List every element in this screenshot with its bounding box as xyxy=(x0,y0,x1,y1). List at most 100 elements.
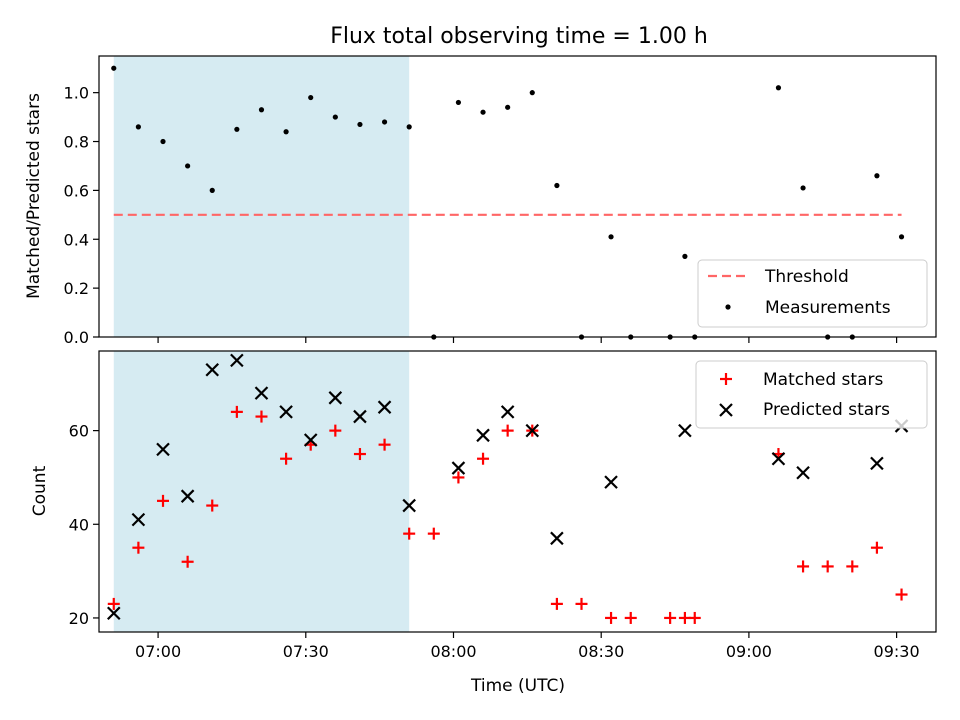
measurement-point xyxy=(234,126,240,132)
matched-stars-point xyxy=(181,555,194,568)
predicted-stars-point xyxy=(377,400,392,414)
predicted-stars-point xyxy=(279,405,293,419)
matched-stars-point xyxy=(427,527,440,540)
matched-stars-point xyxy=(452,471,465,484)
y-tick-label: 20 xyxy=(69,609,89,628)
legend-threshold-label: Threshold xyxy=(764,267,849,287)
y-tick-label: 0.2 xyxy=(64,279,89,298)
top-axes-frame xyxy=(98,55,937,338)
x-tick-label: 09:00 xyxy=(726,642,772,661)
predicted-stars-point xyxy=(796,465,810,480)
y-tick-label: 60 xyxy=(69,422,89,441)
x-tick-label: 08:30 xyxy=(578,642,624,661)
measurement-point xyxy=(775,85,782,91)
measurement-point xyxy=(455,99,462,106)
predicted-stars-point xyxy=(254,386,269,400)
matched-stars-point xyxy=(403,527,416,540)
top-axis-ticks: 0.0 0.2 0.4 0.6 0.8 1.0 xyxy=(64,84,898,347)
legend-measurements-swatch xyxy=(725,304,731,310)
matched-stars-point xyxy=(280,452,293,465)
matched-stars-point xyxy=(688,611,701,624)
predicted-stars-point xyxy=(402,498,416,513)
y-tick-label: 40 xyxy=(69,515,89,534)
predicted-stars-point xyxy=(180,489,195,503)
predicted-stars-point xyxy=(451,461,466,475)
matched-stars-point xyxy=(132,541,145,554)
measurement-point xyxy=(332,114,338,120)
y-tick-label: 0.6 xyxy=(64,181,89,200)
predicted-stars-point xyxy=(230,353,244,368)
top-legend: Threshold Measurements xyxy=(697,259,928,328)
measurement-point xyxy=(381,119,388,125)
bottom-xlabel: Time (UTC) xyxy=(470,676,565,696)
x-tick-label: 07:30 xyxy=(283,642,329,661)
matched-stars-point xyxy=(895,588,908,601)
bottom-panel: 07:00 07:30 08:00 08:30 09:00 09:30 20 40 60 Cou… xyxy=(30,350,937,696)
measurement-point xyxy=(800,185,806,191)
measurement-point xyxy=(111,65,117,71)
predicted-stars-point xyxy=(353,409,367,424)
bottom-ylabel: Count xyxy=(30,465,50,516)
measurement-point xyxy=(608,234,614,240)
matched-stars-point xyxy=(157,494,170,507)
x-tick-label: 08:00 xyxy=(430,642,476,661)
predicted-stars-point xyxy=(550,531,564,546)
predicted-stars-point xyxy=(476,428,490,443)
measurement-point xyxy=(874,173,880,179)
matched-stars-point xyxy=(664,611,677,624)
matched-stars-point xyxy=(329,424,342,437)
predicted-stars-point xyxy=(500,405,515,419)
predicted-stars-point xyxy=(303,433,318,447)
y-tick-label: 0.8 xyxy=(64,133,89,152)
shaded-span-top xyxy=(113,56,410,337)
measurement-point xyxy=(209,187,215,193)
measurement-point xyxy=(308,94,314,101)
top-ylabel: Matched/Predicted stars xyxy=(24,93,44,299)
measurement-point xyxy=(258,107,265,113)
predicted-stars-point xyxy=(525,423,540,438)
matched-stars-point xyxy=(206,499,219,512)
matched-stars-point xyxy=(107,597,120,610)
y-tick-label: 0.4 xyxy=(64,230,89,249)
predicted-stars-point xyxy=(328,391,343,405)
measurement-point xyxy=(529,90,535,96)
measurement-point xyxy=(682,253,688,259)
chart-title: Flux total observing time = 1.00 h xyxy=(330,24,708,49)
bottom-markers xyxy=(106,353,909,624)
measurement-point xyxy=(406,124,412,130)
matched-stars-point xyxy=(846,560,859,573)
predicted-stars-point xyxy=(156,442,170,457)
matched-stars-point xyxy=(797,560,810,573)
predicted-stars-point xyxy=(771,451,786,466)
top-legend-box xyxy=(697,259,928,328)
matched-stars-point xyxy=(605,611,618,624)
matched-stars-point xyxy=(353,448,366,461)
predicted-stars-point xyxy=(131,512,146,527)
measurement-point xyxy=(160,138,166,145)
matched-stars-point xyxy=(378,438,391,451)
measurement-point xyxy=(480,109,486,115)
bottom-legend-box xyxy=(695,360,928,429)
predicted-stars-point xyxy=(106,606,121,621)
legend-matched-label: Matched stars xyxy=(763,370,883,390)
predicted-stars-point xyxy=(678,423,692,438)
x-tick-label: 09:30 xyxy=(874,642,920,661)
legend-matched-swatch xyxy=(720,373,732,385)
measurement-point xyxy=(283,129,289,135)
y-tick-label: 1.0 xyxy=(64,84,89,103)
measurement-point xyxy=(505,104,511,110)
predicted-stars-point xyxy=(604,475,618,489)
matched-stars-point xyxy=(870,541,883,554)
legend-predicted-swatch xyxy=(719,403,733,417)
predicted-stars-point xyxy=(205,362,220,377)
y-tick-label: 0.0 xyxy=(64,328,89,347)
predicted-stars-point xyxy=(870,456,884,471)
shaded-span-bottom xyxy=(113,351,410,632)
bottom-axis-ticks: 07:00 07:30 08:00 08:30 09:00 09:30 20 40 60 xyxy=(69,422,920,661)
matched-stars-point xyxy=(550,597,563,610)
matched-stars-point xyxy=(821,560,834,573)
top-panel: 0.0 0.2 0.4 0.6 0.8 1.0 Matched/Predicted sta… xyxy=(24,55,937,347)
legend-predicted-label: Predicted stars xyxy=(763,400,890,420)
matched-stars-point xyxy=(230,405,243,418)
